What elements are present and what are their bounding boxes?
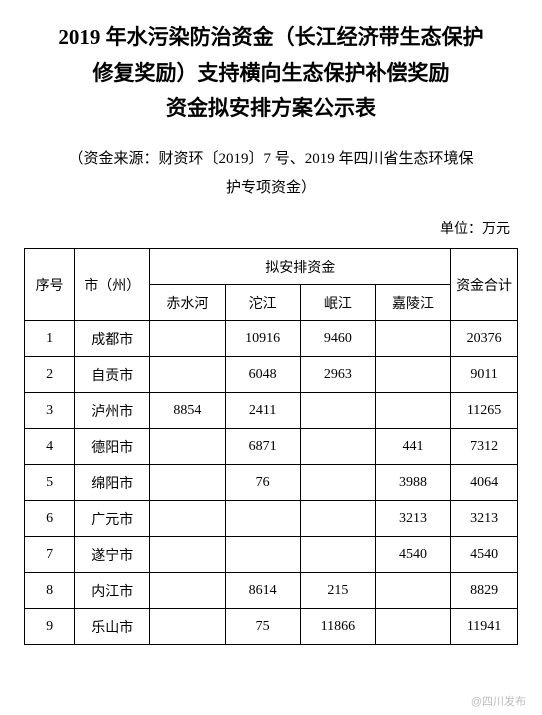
cell-river-3	[375, 393, 450, 429]
cell-river-0	[150, 321, 225, 357]
cell-seq: 1	[25, 321, 75, 357]
cell-river-1: 75	[225, 609, 300, 645]
table-row: 1成都市 109169460 20376	[25, 321, 518, 357]
cell-seq: 9	[25, 609, 75, 645]
subtitle-line-1: （资金来源：财资环〔2019〕7 号、2019 年四川省生态环境保	[68, 151, 473, 167]
cell-total: 7312	[451, 429, 518, 465]
cell-river-2	[300, 465, 375, 501]
cell-river-1	[225, 501, 300, 537]
cell-river-1: 6048	[225, 357, 300, 393]
cell-city: 广元市	[75, 501, 150, 537]
cell-river-1: 2411	[225, 393, 300, 429]
header-river-3: 嘉陵江	[375, 285, 450, 321]
table-row: 4德阳市 6871 4417312	[25, 429, 518, 465]
page-subtitle: （资金来源：财资环〔2019〕7 号、2019 年四川省生态环境保 护专项资金）	[24, 145, 518, 202]
allocation-table: 序号 市（州） 拟安排资金 资金合计 赤水河 沱江 岷江 嘉陵江 1成都市 109…	[24, 248, 518, 645]
cell-seq: 7	[25, 537, 75, 573]
cell-total: 3213	[451, 501, 518, 537]
cell-total: 20376	[451, 321, 518, 357]
cell-river-2: 11866	[300, 609, 375, 645]
cell-river-0	[150, 465, 225, 501]
cell-total: 11265	[451, 393, 518, 429]
cell-river-2	[300, 537, 375, 573]
cell-city: 遂宁市	[75, 537, 150, 573]
cell-river-2: 215	[300, 573, 375, 609]
cell-seq: 8	[25, 573, 75, 609]
cell-seq: 2	[25, 357, 75, 393]
cell-river-3	[375, 573, 450, 609]
header-plan-group: 拟安排资金	[150, 249, 451, 285]
cell-river-2	[300, 429, 375, 465]
cell-river-0: 8854	[150, 393, 225, 429]
table-row: 5绵阳市 76 39884064	[25, 465, 518, 501]
cell-city: 泸州市	[75, 393, 150, 429]
title-line-3: 资金拟安排方案公示表	[166, 96, 376, 120]
cell-river-0	[150, 537, 225, 573]
header-city: 市（州）	[75, 249, 150, 321]
cell-river-0	[150, 357, 225, 393]
cell-river-2	[300, 501, 375, 537]
cell-city: 成都市	[75, 321, 150, 357]
cell-seq: 5	[25, 465, 75, 501]
cell-seq: 4	[25, 429, 75, 465]
cell-river-0	[150, 609, 225, 645]
cell-seq: 3	[25, 393, 75, 429]
table-row: 7遂宁市 45404540	[25, 537, 518, 573]
header-seq: 序号	[25, 249, 75, 321]
cell-city: 绵阳市	[75, 465, 150, 501]
cell-river-2: 9460	[300, 321, 375, 357]
cell-river-0	[150, 501, 225, 537]
cell-river-3: 3988	[375, 465, 450, 501]
cell-river-2: 2963	[300, 357, 375, 393]
cell-total: 4064	[451, 465, 518, 501]
cell-river-3	[375, 609, 450, 645]
table-header-row-1: 序号 市（州） 拟安排资金 资金合计	[25, 249, 518, 285]
cell-river-3	[375, 357, 450, 393]
header-river-0: 赤水河	[150, 285, 225, 321]
cell-total: 4540	[451, 537, 518, 573]
table-row: 3泸州市88542411 11265	[25, 393, 518, 429]
cell-seq: 6	[25, 501, 75, 537]
subtitle-line-2: 护专项资金）	[226, 180, 316, 196]
page-title: 2019 年水污染防治资金（长江经济带生态保护 修复奖励）支持横向生态保护补偿奖…	[24, 20, 518, 127]
cell-river-3: 441	[375, 429, 450, 465]
cell-city: 德阳市	[75, 429, 150, 465]
header-river-2: 岷江	[300, 285, 375, 321]
cell-city: 内江市	[75, 573, 150, 609]
table-body: 1成都市109169460203762自贡市6048296390113泸州市88…	[25, 321, 518, 645]
cell-river-0	[150, 429, 225, 465]
table-row: 9乐山市 7511866 11941	[25, 609, 518, 645]
cell-river-2	[300, 393, 375, 429]
cell-river-1: 76	[225, 465, 300, 501]
cell-total: 11941	[451, 609, 518, 645]
cell-river-0	[150, 573, 225, 609]
cell-total: 9011	[451, 357, 518, 393]
table-row: 8内江市 8614215 8829	[25, 573, 518, 609]
table-row: 6广元市 32133213	[25, 501, 518, 537]
cell-river-1: 10916	[225, 321, 300, 357]
table-row: 2自贡市 60482963 9011	[25, 357, 518, 393]
cell-river-3: 3213	[375, 501, 450, 537]
title-line-1: 2019 年水污染防治资金（长江经济带生态保护	[58, 25, 483, 49]
unit-label: 单位：万元	[24, 218, 518, 238]
cell-river-3: 4540	[375, 537, 450, 573]
cell-total: 8829	[451, 573, 518, 609]
header-river-1: 沱江	[225, 285, 300, 321]
watermark: @四川发布	[471, 693, 526, 709]
cell-river-1: 6871	[225, 429, 300, 465]
cell-city: 乐山市	[75, 609, 150, 645]
cell-river-1: 8614	[225, 573, 300, 609]
title-line-2: 修复奖励）支持横向生态保护补偿奖励	[93, 61, 450, 85]
cell-city: 自贡市	[75, 357, 150, 393]
cell-river-3	[375, 321, 450, 357]
header-total: 资金合计	[451, 249, 518, 321]
cell-river-1	[225, 537, 300, 573]
